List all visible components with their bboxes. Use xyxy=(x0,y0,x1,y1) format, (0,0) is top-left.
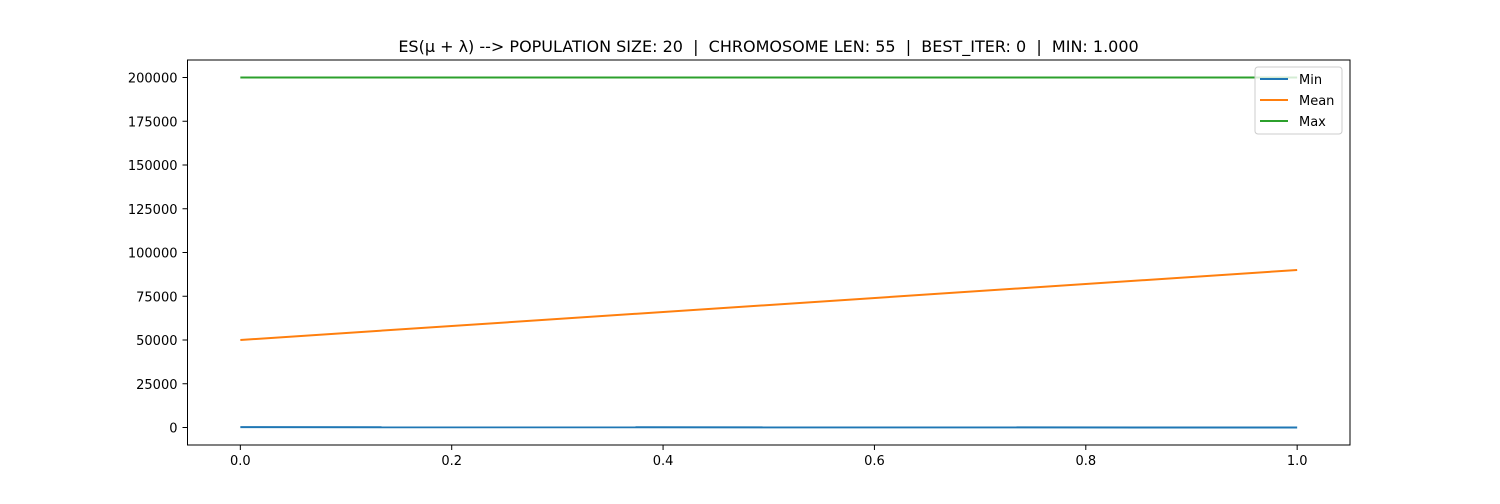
y-axis: 0 25000 50000 75000 100000 125000 150000 175000… xyxy=(128,72,188,437)
legend-label-min: Min xyxy=(1299,73,1322,88)
legend-label-max: Max xyxy=(1299,115,1326,130)
y-tick-label: 75000 xyxy=(136,290,177,305)
y-tick-label: 100000 xyxy=(128,247,178,262)
x-tick-label: 0.6 xyxy=(864,454,885,469)
y-tick-label: 50000 xyxy=(136,334,177,349)
y-tick-label: 150000 xyxy=(128,159,178,174)
legend-label-mean: Mean xyxy=(1299,94,1334,109)
series-line-mean xyxy=(240,270,1297,340)
x-axis: 0.0 0.2 0.4 0.6 0.8 1.0 xyxy=(230,445,1308,469)
y-tick-label: 200000 xyxy=(128,72,178,87)
x-tick-label: 1.0 xyxy=(1287,454,1308,469)
y-tick-label: 25000 xyxy=(136,378,177,393)
y-tick-label: 125000 xyxy=(128,203,178,218)
chart-title: ES(μ + λ) --> POPULATION SIZE: 20 | CHRO… xyxy=(398,37,1138,57)
legend: Min Mean Max xyxy=(1255,67,1342,134)
x-tick-label: 0.2 xyxy=(441,454,462,469)
y-tick-label: 175000 xyxy=(128,115,178,130)
x-tick-label: 0.0 xyxy=(230,454,251,469)
y-tick-label: 0 xyxy=(169,422,177,437)
x-tick-label: 0.4 xyxy=(653,454,674,469)
plot-lines xyxy=(240,78,1297,428)
plot-frame xyxy=(188,60,1351,445)
x-tick-label: 0.8 xyxy=(1075,454,1096,469)
